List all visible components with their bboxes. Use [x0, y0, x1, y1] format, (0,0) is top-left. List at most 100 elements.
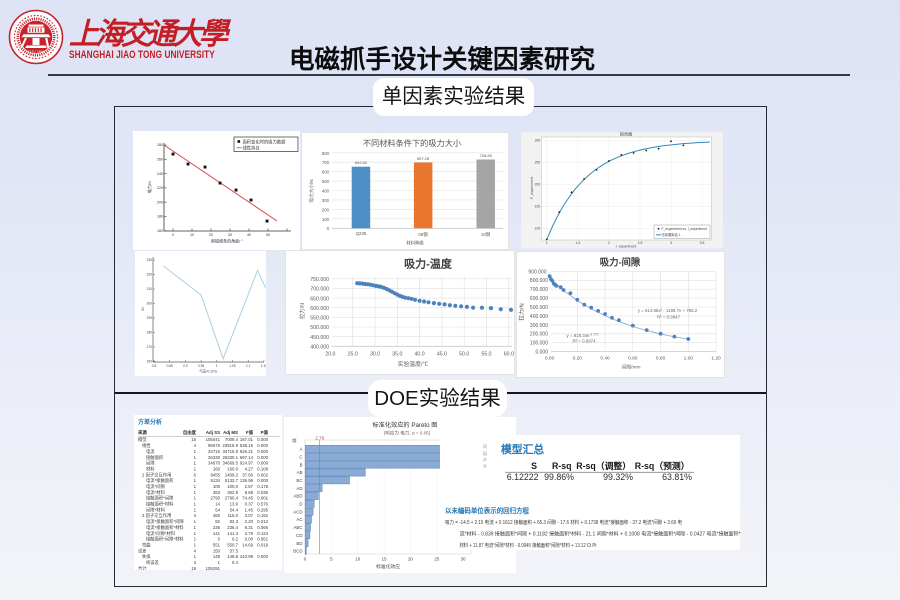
svg-text:CD: CD: [296, 533, 302, 538]
svg-text:气压/0.1Pa: 气压/0.1Pa: [199, 369, 217, 374]
svg-text:1: 1: [194, 478, 197, 483]
svg-text:7009.4: 7009.4: [225, 437, 239, 442]
svg-text:141: 141: [213, 531, 221, 536]
svg-text:240: 240: [157, 172, 163, 176]
svg-text:AC: AC: [296, 517, 302, 522]
svg-text:0.000: 0.000: [257, 461, 268, 466]
svg-text:0.80: 0.80: [656, 356, 666, 362]
svg-text:Adj MS: Adj MS: [223, 430, 238, 435]
svg-text:460: 460: [213, 513, 221, 518]
svg-text:弯曲: 弯曲: [142, 542, 151, 549]
svg-text:924.97: 924.97: [240, 461, 254, 466]
svg-text:34670: 34670: [208, 461, 221, 466]
svg-text:10: 10: [355, 557, 360, 562]
svg-text:0.066: 0.066: [257, 525, 268, 530]
svg-text:3.07: 3.07: [245, 513, 254, 518]
svg-text:0.108: 0.108: [257, 467, 268, 472]
svg-text:0.951: 0.951: [257, 537, 268, 542]
svg-text:标准化效应的 Pareto 图: 标准化效应的 Pareto 图: [373, 421, 438, 429]
svg-text:吸力-间隙: 吸力-间隙: [600, 257, 641, 268]
svg-text:1: 1: [194, 496, 197, 501]
svg-text:187.01: 187.01: [240, 437, 254, 442]
svg-text:材料种类: 材料种类: [406, 240, 424, 247]
svg-text:26330: 26330: [208, 455, 221, 460]
svg-text:2790: 2790: [210, 496, 220, 501]
svg-text:0.002: 0.002: [257, 472, 268, 477]
svg-text:1: 1: [194, 467, 197, 472]
svg-text:ABD: ABD: [293, 494, 302, 499]
svg-text:2.5: 2.5: [638, 241, 643, 245]
svg-text:550.7: 550.7: [227, 543, 238, 548]
svg-text:0.000: 0.000: [257, 449, 268, 454]
svg-text:1: 1: [194, 554, 197, 559]
svg-text:0.20: 0.20: [573, 356, 583, 362]
svg-text:330: 330: [147, 258, 153, 262]
svg-text:200: 200: [535, 183, 541, 187]
svg-text:250: 250: [535, 161, 541, 165]
svg-text:接触面积*间隙*材料: 接触面积*间隙*材料: [146, 536, 184, 543]
svg-text:100: 100: [535, 227, 541, 231]
svg-text:600: 600: [322, 170, 330, 175]
svg-text:3 因子交互作用: 3 因子交互作用: [142, 512, 171, 519]
svg-text:270: 270: [147, 345, 153, 349]
svg-text:14: 14: [215, 502, 220, 507]
svg-text:无标题拟合 1: 无标题拟合 1: [662, 232, 681, 237]
svg-text:105291: 105291: [206, 566, 221, 570]
svg-text:1: 1: [194, 484, 197, 489]
svg-text:Adj SS: Adj SS: [206, 430, 220, 435]
svg-text:AD: AD: [296, 486, 302, 491]
svg-text:3.5: 3.5: [700, 241, 705, 245]
svg-text:400: 400: [322, 189, 330, 194]
svg-text:纯误差: 纯误差: [146, 559, 160, 566]
svg-text:700.000: 700.000: [530, 287, 548, 293]
svg-text:0.4: 0.4: [232, 560, 239, 565]
svg-text:2790.4: 2790.4: [225, 496, 239, 501]
svg-text:34716: 34716: [208, 449, 221, 454]
svg-text:0: 0: [218, 537, 221, 542]
svg-text:D: D: [299, 502, 302, 507]
svg-text:0.2: 0.2: [232, 537, 239, 542]
svg-text:82: 82: [215, 519, 220, 524]
svg-text:吸力 = -14.5 + 2.15 电流 + 0.1612: 吸力 = -14.5 + 2.15 电流 + 0.1612 接触面积 + 65.…: [445, 518, 682, 526]
svg-text:3: 3: [194, 560, 197, 565]
svg-text:74.45: 74.45: [242, 496, 253, 501]
svg-text:1.00: 1.00: [684, 356, 694, 362]
svg-text:面积变化时的吸力数据: 面积变化时的吸力数据: [243, 138, 287, 145]
svg-text:0.000: 0.000: [257, 478, 268, 483]
svg-text:BC: BC: [296, 478, 302, 483]
svg-text:63.81%: 63.81%: [662, 472, 692, 482]
svg-text:15: 15: [382, 557, 387, 562]
svg-text:260: 260: [157, 158, 163, 162]
svg-text:95675: 95675: [208, 443, 221, 448]
svg-text:线性: 线性: [142, 442, 151, 449]
svg-text:150: 150: [535, 205, 541, 209]
svg-text:35.0: 35.0: [392, 352, 402, 358]
svg-text:自由度: 自由度: [183, 429, 197, 436]
svg-text:50.0: 50.0: [459, 352, 469, 358]
svg-text:1.15: 1.15: [261, 364, 266, 368]
svg-text:55.0: 55.0: [481, 352, 491, 358]
svg-text:5134: 5134: [210, 478, 220, 483]
svg-text:200: 200: [157, 200, 163, 204]
svg-text:600.000: 600.000: [530, 296, 548, 302]
svg-text:37.60: 37.60: [242, 472, 253, 477]
svg-text:6.12222: 6.12222: [507, 472, 539, 482]
svg-text:1: 1: [194, 519, 197, 524]
svg-text:方差分析: 方差分析: [138, 418, 162, 426]
svg-text:100: 100: [213, 484, 221, 489]
svg-text:电流*材料: 电流*材料: [146, 489, 166, 496]
svg-text:0.60: 0.60: [628, 356, 638, 362]
svg-text:2 因子交互作用: 2 因子交互作用: [142, 471, 171, 478]
svg-text:Q235: Q235: [356, 231, 367, 236]
svg-text:拉力/N: 拉力/N: [518, 303, 526, 320]
svg-text:电流*接触面积: 电流*接触面积: [146, 477, 174, 484]
svg-text:4: 4: [194, 513, 197, 518]
svg-text:25: 25: [434, 557, 439, 562]
svg-text:0.000: 0.000: [257, 455, 268, 460]
svg-text:300: 300: [535, 139, 541, 143]
svg-text:1.45: 1.45: [245, 507, 254, 512]
svg-text:S: S: [531, 461, 537, 471]
svg-text:0.00: 0.00: [545, 356, 555, 362]
svg-text:220: 220: [157, 186, 163, 190]
svg-text:362.9: 362.9: [227, 490, 238, 495]
